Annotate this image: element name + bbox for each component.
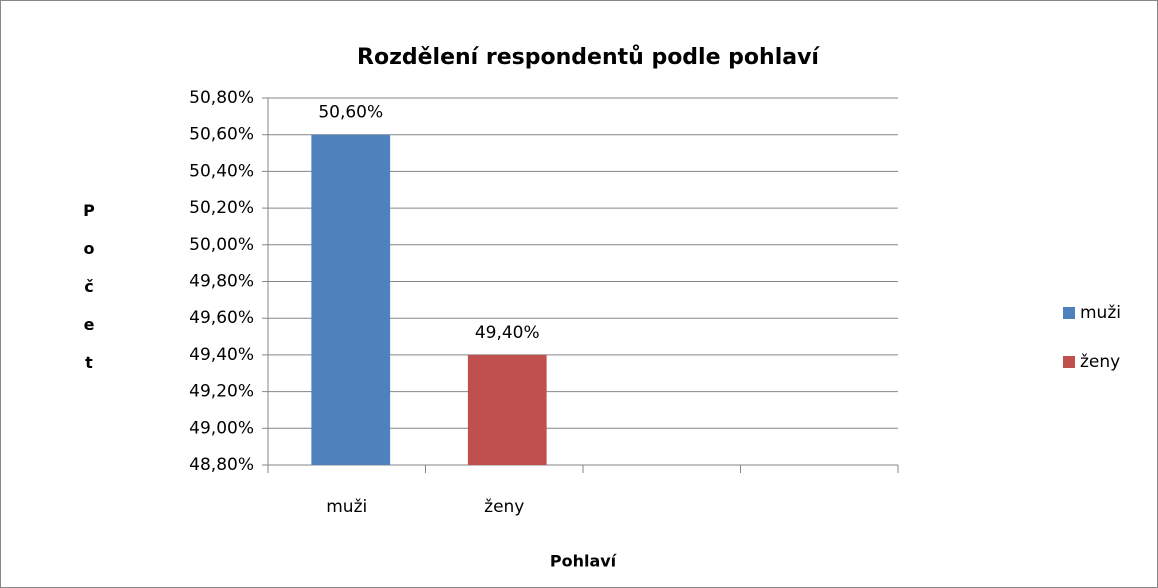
bar (467, 354, 547, 465)
y-tick-label: 50,80% (189, 88, 254, 108)
x-tick-label: ženy (484, 497, 524, 517)
x-axis-label: Pohlaví (550, 552, 618, 571)
legend-swatch (1063, 356, 1075, 368)
y-tick-label: 49,00% (189, 418, 254, 438)
y-tick-label: 49,60% (189, 308, 254, 328)
y-tick-label: 50,40% (189, 161, 254, 181)
legend-label: muži (1080, 303, 1121, 323)
legend-label: ženy (1080, 352, 1120, 372)
y-tick-label: 48,80% (189, 455, 254, 475)
chart-title: Rozdělení respondentů podle pohlaví (357, 45, 820, 70)
y-tick-label: 49,40% (189, 345, 254, 365)
bar (311, 134, 391, 465)
x-tick-label: muži (326, 497, 367, 517)
y-axis-label: Počet (83, 201, 95, 372)
y-tick-label: 50,20% (189, 198, 254, 218)
y-tick-label: 49,20% (189, 382, 254, 402)
legend-swatch (1063, 307, 1075, 319)
y-tick-label: 50,60% (189, 125, 254, 145)
data-label: 50,60% (318, 103, 383, 123)
y-tick-label: 50,00% (189, 235, 254, 255)
y-tick-label: 49,80% (189, 272, 254, 292)
data-label: 49,40% (475, 323, 540, 343)
